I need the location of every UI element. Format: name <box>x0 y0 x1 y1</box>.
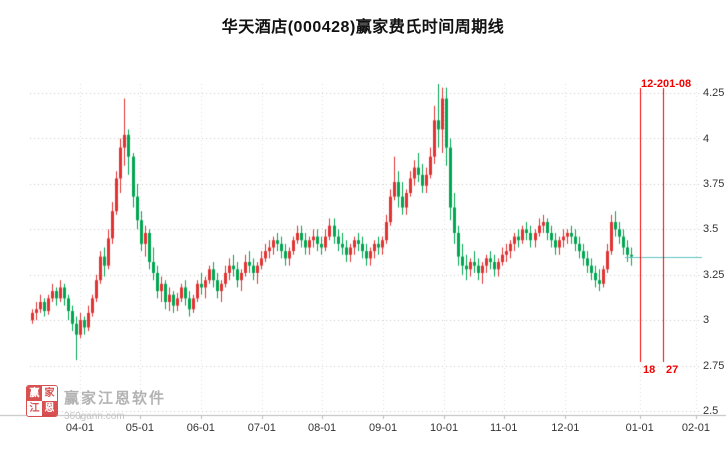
x-axis-label: 05-01 <box>125 422 154 434</box>
chart-title: 华天酒店(000428)赢家费氏时间周期线 <box>221 19 505 36</box>
watermark-logo-char: 恩 <box>42 401 57 416</box>
y-axis-label: 2.75 <box>703 359 725 372</box>
y-axis-label: 4.25 <box>703 87 725 100</box>
fib-cycle-count-label: 27 <box>666 364 679 376</box>
watermark-logo-char: 赢 <box>27 386 42 401</box>
y-axis-label: 3 <box>703 314 710 327</box>
y-axis-label: 3.5 <box>703 223 719 236</box>
x-axis-label: 09-01 <box>369 422 398 434</box>
x-axis-label: 12-01 <box>551 422 580 434</box>
watermark-site-text: 360gann.com <box>64 411 125 422</box>
watermark-logo-char: 江 <box>27 401 42 416</box>
y-axis-label: 3.25 <box>703 268 725 281</box>
fib-cycle-date-label: 12-201-08 <box>641 78 692 90</box>
x-axis-label: 07-01 <box>247 422 276 434</box>
watermark-logo-char: 家 <box>42 386 57 401</box>
watermark: 赢 家 江 恩 赢家江恩软件 360gann.com <box>26 385 166 422</box>
x-axis-label: 06-01 <box>186 422 215 434</box>
x-axis-label: 08-01 <box>308 422 337 434</box>
x-axis-label: 02-01 <box>681 422 711 434</box>
y-axis-label: 3.75 <box>703 177 725 190</box>
watermark-logo: 赢 家 江 恩 <box>26 385 58 417</box>
y-axis-label: 4 <box>703 132 710 145</box>
x-axis-label: 01-01 <box>625 422 654 434</box>
x-axis-label: 10-01 <box>429 422 459 434</box>
x-axis-label: 04-01 <box>65 422 95 434</box>
x-axis-label: 11-01 <box>490 422 518 434</box>
fib-cycle-count-label: 18 <box>643 364 656 376</box>
y-axis-label: 2.5 <box>703 405 719 417</box>
watermark-brand-text: 赢家江恩软件 <box>64 390 167 407</box>
